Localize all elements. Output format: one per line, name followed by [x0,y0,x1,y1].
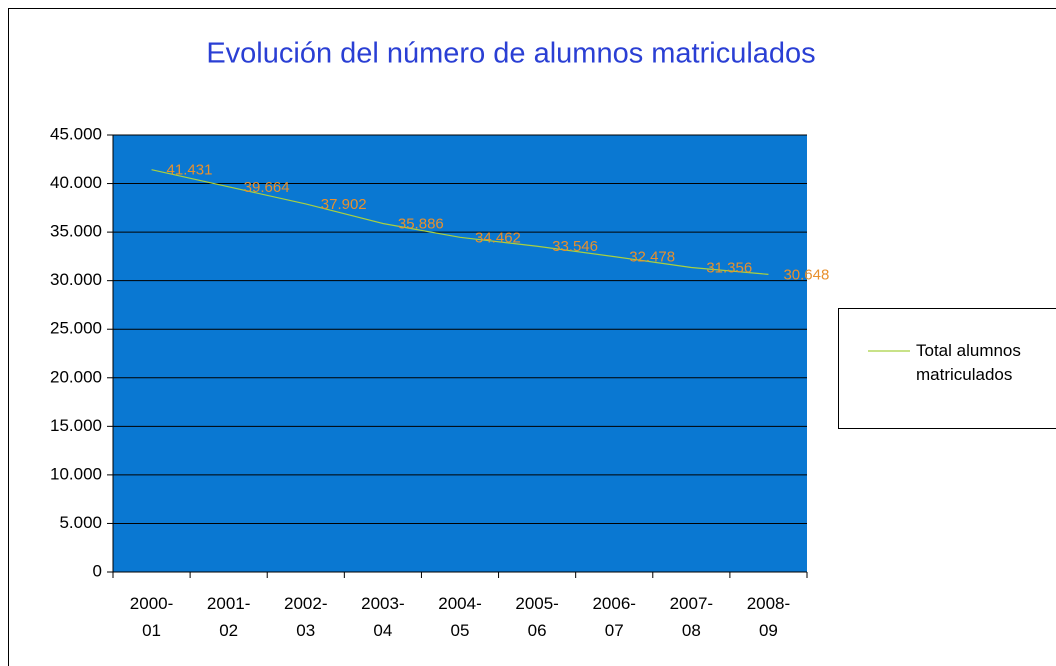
data-label: 35.886 [398,215,444,232]
x-tick-label: 2008-09 [746,594,791,640]
x-tick-label: 2007-08 [669,594,714,640]
y-tick-label: 20.000 [50,367,102,386]
y-tick-label: 10.000 [50,464,102,483]
plot-area [113,135,807,572]
y-tick-label: 45.000 [50,124,102,143]
y-tick-label: 25.000 [50,319,102,338]
data-label: 30.648 [783,266,829,283]
data-label: 41.431 [167,162,213,179]
y-tick-label: 30.000 [50,270,102,289]
data-label: 39.664 [244,179,290,196]
y-tick-label: 35.000 [50,222,102,241]
data-label: 33.546 [552,238,598,255]
y-tick-label: 15.000 [50,416,102,435]
y-tick-label: 0 [93,561,102,580]
x-tick-label: 2000-01 [129,594,174,640]
data-label: 37.902 [321,196,367,213]
series-line [151,169,769,275]
x-tick-label: 2005-06 [515,594,559,640]
x-tick-label: 2001-02 [206,594,251,640]
data-label: 34.462 [475,229,521,246]
data-label: 31.356 [706,259,752,276]
x-tick-label: 2003-04 [361,594,405,640]
x-tick-label: 2002-03 [284,594,328,640]
x-tick-label: 2006-07 [592,594,636,640]
legend-label: Total alumnos matriculados [916,341,1021,384]
y-tick-label: 5.000 [59,513,102,532]
frame [8,8,1056,666]
chart-title: Evolución del número de alumnos matricul… [206,38,815,70]
legend-box [838,308,1056,429]
y-tick-label: 40.000 [50,173,102,192]
x-tick-label: 2004-05 [438,594,482,640]
data-label: 32.478 [629,249,675,266]
